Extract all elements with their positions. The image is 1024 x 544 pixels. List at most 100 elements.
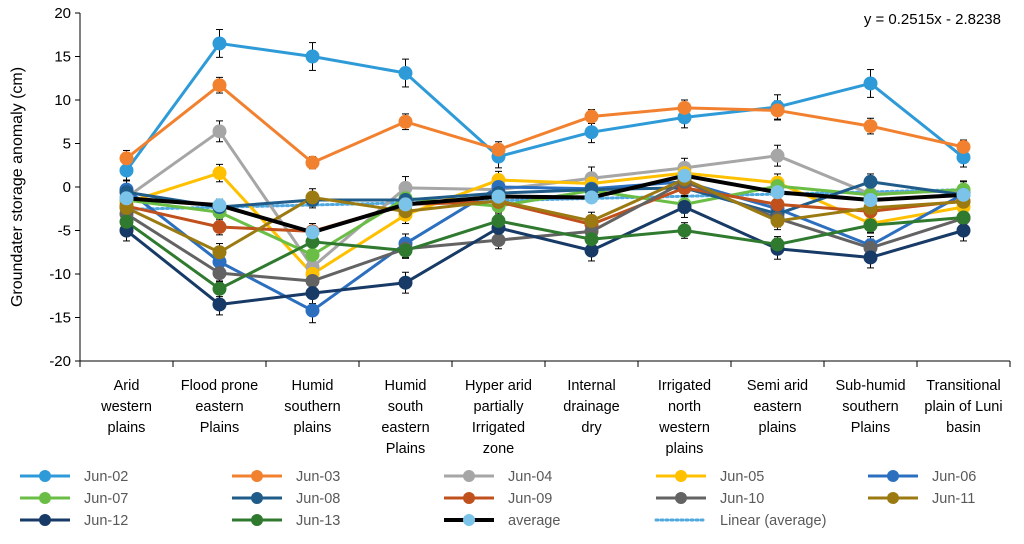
category-label-line: eastern [195,399,243,415]
category-label-line: eastern [381,420,429,436]
y-tick-label: -5 [58,223,71,240]
category-label-line: plains [666,441,704,457]
legend-swatch-marker [675,492,687,504]
data-point [212,78,227,93]
legend-item: Jun-12 [20,513,128,529]
data-point [677,100,692,115]
series-line-jun-09 [126,186,964,233]
legend-item: Jun-07 [20,491,128,507]
data-point [212,124,227,139]
data-point [212,36,227,51]
category-label-line: Irrigated [658,378,711,394]
category-label-line: south [388,399,423,415]
series-line-jun-03 [125,83,964,165]
legend-label: Jun-08 [296,491,340,507]
series-line-average [126,173,964,235]
category-label-line: plains [108,420,146,436]
data-point [491,213,506,228]
legend-swatch-marker [251,492,263,504]
data-point [956,139,971,154]
legend-swatch-marker [463,470,475,482]
category-label: Hyper arid partially Irrigated zone [465,378,532,457]
legend-item: Jun-08 [232,491,340,507]
legend-label: Jun-09 [508,491,552,507]
category-label: Internal drainage dry [563,378,619,436]
data-point [305,225,320,240]
category-label-line: southern [284,399,340,415]
category-label-line: western [100,399,152,415]
legend-swatch-marker [463,514,475,526]
y-tick-label: 0 [63,179,71,196]
legend-swatch-marker [251,470,263,482]
category-label: Humid southern plains [284,378,340,436]
series-line-jun-02 [125,41,965,172]
data-point [863,250,878,265]
data-point [677,200,692,215]
series-line-jun-10 [125,180,964,283]
category-label: Flood prone eastern Plains [181,378,258,436]
category-label-line: Plains [386,441,426,457]
category-label-line: Plains [851,420,891,436]
data-point [956,210,971,225]
y-tick-label: 5 [63,136,71,153]
data-point [770,237,785,252]
series-line-jun-06 [125,180,965,313]
data-point [770,148,785,163]
legend-label: Jun-10 [720,491,764,507]
legend-item: Jun-10 [656,491,764,507]
legend-swatch-marker [887,470,899,482]
data-point [491,142,506,157]
legend-label: Jun-11 [932,491,975,507]
category-label-line: Flood prone [181,378,258,394]
data-point [212,281,227,296]
legend-swatch-marker [463,492,475,504]
data-point [119,151,134,166]
data-point [863,76,878,91]
category-label-line: Sub-humid [835,378,905,394]
y-tick-label: -15 [49,310,71,327]
legend-item: average [444,513,560,529]
data-point [398,114,413,129]
data-point [398,275,413,290]
legend-item: Jun-05 [656,469,764,485]
data-point [119,214,134,229]
data-point [305,247,320,262]
legend-label: Jun-13 [296,513,340,529]
category-label-line: plain of Luni [924,399,1002,415]
data-point [212,166,227,181]
legend-item: Jun-11 [868,491,975,507]
legend-item: Jun-06 [868,469,976,485]
category-label-line: dry [581,420,602,436]
data-point [863,174,878,189]
category-label-line: north [668,399,701,415]
trendline-equation: y = 0.2515x - 2.8238 [864,11,1001,28]
data-point [305,303,320,318]
y-tick-label: -20 [49,353,71,370]
data-point [398,66,413,81]
data-point [956,187,971,202]
category-label: Humid south eastern Plains [381,378,429,457]
data-point [212,297,227,312]
data-point [305,273,320,288]
data-point [491,189,506,204]
y-tick-label: 20 [54,5,71,22]
legend-item: Jun-03 [232,469,340,485]
category-label-line: Plains [200,420,240,436]
data-point [584,213,599,228]
legend-label: Jun-03 [296,469,340,485]
category-label-line: Irrigated [472,420,525,436]
legend-item: Jun-02 [20,469,128,485]
legend-label: Jun-07 [84,491,128,507]
data-point [770,213,785,228]
legend-label: Linear (average) [720,513,826,529]
series-line-jun-12 [125,205,964,306]
series-line-jun-04 [125,129,964,269]
data-point [212,198,227,213]
data-point [677,223,692,238]
data-point [584,190,599,205]
data-point [863,193,878,208]
legend-label: Jun-05 [720,469,764,485]
data-point [119,163,134,178]
data-point [491,233,506,248]
legend-label: Jun-02 [84,469,128,485]
